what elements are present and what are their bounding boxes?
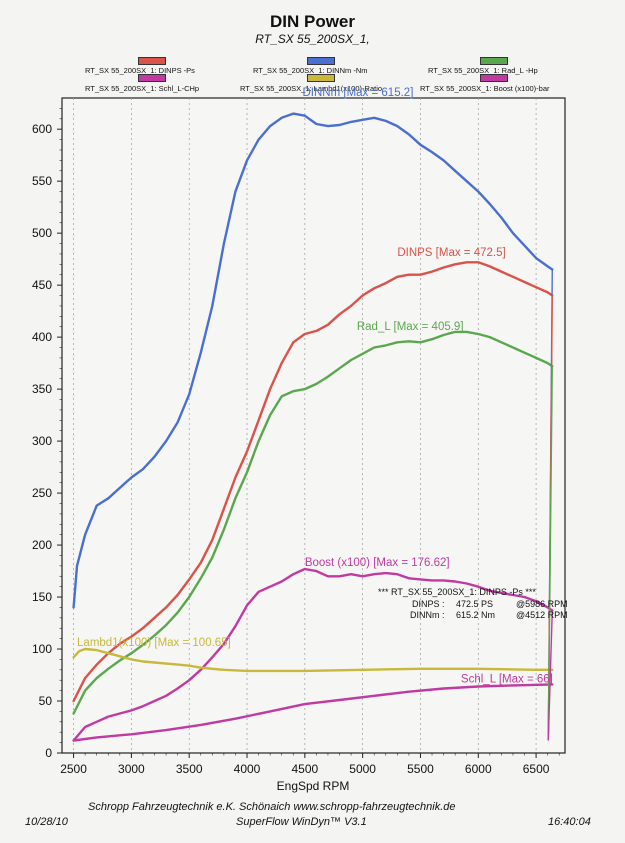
series-line-dinps: [72, 261, 554, 703]
summary-row1-rpm: @5986 RPM: [516, 599, 568, 609]
y-tick-label: 100: [32, 642, 52, 656]
x-tick-label: 4500: [291, 762, 318, 776]
legend-label-lambda: RT_SX 55_200SX_1: Lambd1(x100)-Ratio: [240, 84, 383, 93]
y-axis: 0 50 100 150 200 250 300 350 400 450 500 550 600: [32, 108, 62, 760]
annotations: DINNm [Max = 615.2] DINPS [Max = 472.5] Ra…: [77, 87, 553, 685]
summary-row1-value: 472.5 PS: [456, 599, 493, 609]
footer-time: 16:40:04: [548, 816, 591, 828]
x-tick-label: 2500: [60, 762, 87, 776]
series-max-annotation: Schl_L [Max = 66]: [461, 673, 553, 685]
summary-header: *** RT_SX 55_200SX_1: DINPS -Ps ***: [378, 587, 536, 597]
grid: [73, 98, 537, 753]
footer-company: Schropp Fahrzeugtechnik e.K. Schönaich w…: [88, 801, 456, 813]
y-tick-label: 300: [32, 434, 52, 448]
legend-label-dinps: RT_SX 55_200SX_1: DINPS -Ps: [85, 66, 195, 75]
series-max-annotation: DINPS [Max = 472.5]: [397, 247, 505, 259]
legend-swatch-schl: [138, 74, 166, 82]
chart-subtitle: RT_SX 55_200SX_1,: [255, 32, 370, 46]
series-max-annotation: Lambd1(x100) [Max = 100.65]: [77, 637, 231, 649]
series-max-annotation: DINNm [Max = 615.2]: [303, 87, 414, 99]
series-line-boost-x100: [72, 567, 554, 742]
footer-date: 10/28/10: [25, 816, 68, 828]
series-line-rad-l: [72, 330, 554, 715]
x-axis: 2500 3000 3500 4000 4500 5000 5500 6000 6500: [60, 753, 560, 776]
y-tick-label: 200: [32, 538, 52, 552]
x-tick-label: 3500: [176, 762, 203, 776]
series-end-drop: [547, 366, 553, 741]
legend-label-schl: RT_SX 55_200SX_1: Schl_L-CHp: [85, 84, 200, 93]
legend-swatch-radl: [480, 57, 508, 65]
y-tick-label: 50: [39, 694, 53, 708]
x-tick-label: 3000: [118, 762, 145, 776]
summary-box: *** RT_SX 55_200SX_1: DINPS -Ps *** DINPS…: [378, 587, 568, 620]
x-axis-label: EngSpd RPM: [277, 779, 350, 793]
legend-swatch-dinnm: [307, 57, 335, 65]
y-tick-label: 350: [32, 382, 52, 396]
legend-swatch-lambda: [307, 74, 335, 82]
y-tick-label: 250: [32, 486, 52, 500]
legend-label-radl: RT_SX 55_200SX_1: Rad_L -Hp: [428, 66, 538, 75]
y-tick-label: 400: [32, 330, 52, 344]
chart-title: DIN Power: [269, 12, 356, 31]
series-lines: [72, 112, 554, 742]
x-tick-label: 4000: [234, 762, 261, 776]
x-tick-label: 5000: [349, 762, 376, 776]
series-line-dinnm: [72, 112, 554, 609]
x-tick-label: 6500: [523, 762, 550, 776]
series-line-schl-l: [72, 683, 554, 742]
y-tick-label: 150: [32, 590, 52, 604]
legend-label-dinnm: RT_SX 55_200SX_1: DINNm -Nm: [253, 66, 368, 75]
summary-row1-name: DINPS :: [412, 599, 445, 609]
series-max-annotation: Rad_L [Max = 405.9]: [357, 321, 464, 333]
footer-software: SuperFlow WinDyn™ V3.1: [236, 816, 367, 828]
summary-row2-rpm: @4512 RPM: [516, 610, 568, 620]
legend-swatch-dinps: [138, 57, 166, 65]
y-tick-label: 500: [32, 226, 52, 240]
y-tick-label: 550: [32, 174, 52, 188]
summary-row2-value: 615.2 Nm: [456, 610, 495, 620]
series-line-lambd1-x100: [72, 647, 554, 673]
summary-row2-name: DINNm :: [410, 610, 445, 620]
legend-swatch-boost: [480, 74, 508, 82]
y-tick-label: 0: [45, 746, 52, 760]
plot-area: [61, 97, 566, 754]
x-tick-label: 6000: [465, 762, 492, 776]
legend-label-boost: RT_SX 55_200SX_1: Boost (x100)-bar: [420, 84, 550, 93]
y-tick-label: 450: [32, 278, 52, 292]
x-tick-label: 5500: [407, 762, 434, 776]
series-max-annotation: Boost (x100) [Max = 176.62]: [305, 557, 450, 569]
y-tick-label: 600: [32, 122, 52, 136]
series-end-drop: [547, 610, 553, 741]
